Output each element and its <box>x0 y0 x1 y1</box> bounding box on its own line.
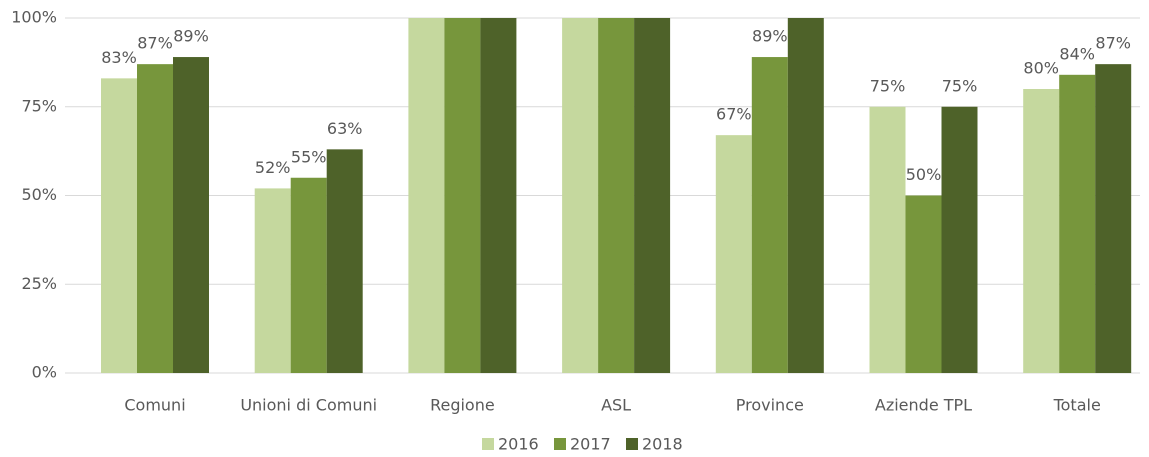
bar <box>408 18 445 373</box>
bar <box>290 177 327 373</box>
data-label: 75% <box>942 76 978 95</box>
bar <box>101 78 137 373</box>
y-tick-label: 75% <box>21 96 57 115</box>
x-tick-label: Province <box>736 396 804 415</box>
legend-label: 2016 <box>498 435 539 454</box>
y-tick-label: 100% <box>11 8 57 27</box>
bar <box>634 18 671 373</box>
y-tick-label: 50% <box>21 185 57 204</box>
bar <box>137 64 173 374</box>
data-label: 89% <box>752 27 788 46</box>
bar <box>173 57 209 374</box>
legend-swatch <box>626 438 638 450</box>
data-label: 55% <box>291 147 327 166</box>
data-label: 75% <box>870 76 906 95</box>
data-label: 89% <box>173 27 209 46</box>
data-label: 84% <box>1059 44 1095 63</box>
x-tick-label: Comuni <box>124 396 185 415</box>
bar <box>905 195 942 373</box>
bar <box>598 18 635 373</box>
legend-swatch <box>554 438 566 450</box>
data-label: 52% <box>255 158 291 177</box>
bar <box>254 188 291 373</box>
bar <box>751 57 788 374</box>
data-label: 83% <box>101 48 137 67</box>
legend-label: 2018 <box>642 435 683 454</box>
legend-label: 2017 <box>570 435 611 454</box>
x-tick-label: Aziende TPL <box>875 396 972 415</box>
x-tick-label: Totale <box>1053 396 1101 415</box>
bar <box>1059 74 1096 374</box>
data-label: 50% <box>906 165 942 184</box>
bar <box>1095 64 1132 374</box>
data-label: 87% <box>1095 34 1131 53</box>
data-label: 87% <box>137 34 173 53</box>
data-label: 80% <box>1023 59 1059 78</box>
data-label: 63% <box>327 119 363 138</box>
bar <box>562 18 599 373</box>
bar <box>941 106 978 373</box>
y-tick-label: 25% <box>21 274 57 293</box>
bar <box>869 106 906 373</box>
y-tick-label: 0% <box>32 363 57 382</box>
bar <box>715 135 752 373</box>
x-tick-label: Regione <box>430 396 495 415</box>
bar <box>444 18 481 373</box>
bar <box>480 18 517 373</box>
data-label: 67% <box>716 105 752 124</box>
bar <box>326 149 363 373</box>
x-tick-label: Unioni di Comuni <box>240 396 377 415</box>
bar <box>787 18 824 373</box>
bar <box>1023 89 1060 373</box>
legend-swatch <box>482 438 494 450</box>
x-tick-label: ASL <box>601 396 631 415</box>
